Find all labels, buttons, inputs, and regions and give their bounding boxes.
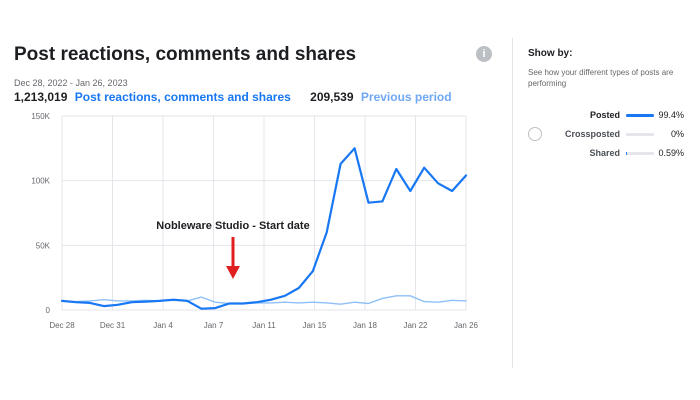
show-by-item-bar: [626, 152, 654, 155]
current-total: 1,213,019: [14, 90, 68, 104]
show-by-item-label: Crossposted: [564, 129, 620, 139]
show-by-panel: Show by: See how your different types of…: [528, 48, 688, 158]
show-by-title: Show by:: [528, 48, 573, 59]
show-by-item-crossposted[interactable]: Crossposted 0%: [528, 127, 688, 143]
show-by-description: See how your different types of posts ar…: [528, 68, 674, 88]
x-tick-label: Jan 22: [403, 321, 428, 330]
show-by-item-label: Posted: [589, 110, 620, 120]
series-line-current: [60, 147, 468, 310]
summary-metrics: 1,213,019 Post reactions, comments and s…: [14, 90, 452, 104]
radio-button[interactable]: [528, 127, 542, 141]
previous-series-label[interactable]: Previous period: [360, 90, 452, 104]
show-by-item-percent: 99.4%: [658, 110, 684, 120]
chart-panel: Post reactions, comments and shares i De…: [14, 44, 492, 330]
show-by-item-posted[interactable]: Posted 99.4%: [528, 110, 688, 124]
y-tick-label: 100K: [31, 177, 50, 186]
date-range: Dec 28, 2022 - Jan 26, 2023: [14, 78, 128, 88]
y-tick-label: 50K: [36, 241, 51, 250]
show-by-item-percent: 0.59%: [658, 148, 684, 158]
show-by-item-label: Shared: [589, 148, 620, 158]
x-tick-label: Jan 7: [204, 321, 224, 330]
show-by-item-bar-fill: [626, 114, 654, 117]
x-tick-label: Jan 26: [454, 321, 479, 330]
show-by-item-percent: 0%: [670, 129, 684, 139]
y-tick-label: 150K: [31, 112, 50, 121]
show-by-item-shared[interactable]: Shared 0.59%: [528, 148, 688, 162]
x-tick-label: Jan 18: [353, 321, 378, 330]
page-title: Post reactions, comments and shares: [14, 44, 357, 65]
panel-divider: [512, 38, 513, 368]
info-icon[interactable]: i: [476, 46, 492, 62]
series-line-previous: [61, 295, 467, 305]
x-tick-label: Dec 28: [49, 321, 75, 330]
show-by-item-bar: [626, 114, 654, 117]
show-by-item-bar: [626, 133, 654, 136]
current-series-label[interactable]: Post reactions, comments and shares: [74, 90, 291, 104]
x-tick-label: Dec 31: [100, 321, 126, 330]
previous-total: 209,539: [310, 90, 354, 104]
x-tick-label: Jan 15: [302, 321, 327, 330]
y-tick-label: 0: [46, 306, 51, 315]
x-tick-label: Jan 11: [252, 321, 276, 330]
annotation-arrow-head: [226, 266, 240, 279]
annotation-label: Nobleware Studio - Start date: [156, 220, 309, 232]
x-tick-label: Jan 4: [153, 321, 173, 330]
line-chart: 0 50K 100K 150K Dec 28 Dec 31 Jan 4 Jan 7 Jan 11…: [31, 112, 479, 330]
